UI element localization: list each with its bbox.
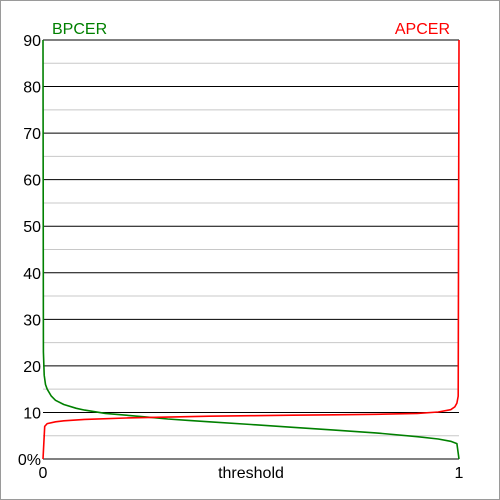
y-tick-label: 80: [23, 80, 41, 97]
y-tick-labels: 0% 10 20 30 40 50 60 70 80 90: [18, 33, 41, 469]
y-tick-label: 20: [23, 359, 41, 376]
x-axis-label: threshold: [218, 465, 284, 482]
x-tick-label: 0: [39, 465, 48, 482]
y-tick-label: 0%: [18, 452, 41, 469]
y-tick-label: 60: [23, 173, 41, 190]
gridlines: [43, 39, 459, 460]
series-label-apcer: APCER: [395, 21, 450, 38]
y-tick-label: 50: [23, 219, 41, 236]
series-lines: [42, 39, 460, 460]
series-labels: BPCER APCER: [52, 21, 450, 38]
series-line-apcer: [42, 39, 460, 460]
y-tick-label: 40: [23, 266, 41, 283]
y-tick-label: 10: [23, 405, 41, 422]
y-tick-label: 30: [23, 312, 41, 329]
y-tick-label: 90: [23, 33, 41, 50]
x-tick-label: 1: [455, 465, 464, 482]
series-label-bpcer: BPCER: [52, 21, 107, 38]
y-tick-label: 70: [23, 126, 41, 143]
